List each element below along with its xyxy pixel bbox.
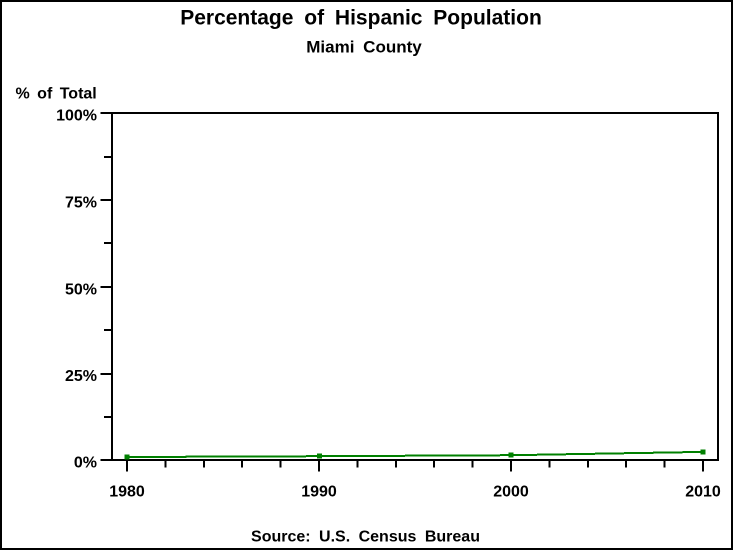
svg-text:2000: 2000 — [493, 484, 529, 501]
svg-text:1990: 1990 — [301, 484, 337, 501]
svg-text:75%: 75% — [65, 195, 97, 212]
svg-text:100%: 100% — [56, 108, 97, 125]
svg-text:25%: 25% — [65, 368, 97, 385]
svg-text:% of Total: % of Total — [16, 85, 97, 102]
svg-text:1980: 1980 — [109, 484, 145, 501]
svg-text:50%: 50% — [65, 282, 97, 299]
svg-text:Percentage of Hispanic Populat: Percentage of Hispanic Population — [180, 7, 542, 30]
svg-text:Source: U.S. Census Bureau: Source: U.S. Census Bureau — [251, 529, 480, 546]
svg-text:0%: 0% — [74, 455, 97, 472]
svg-text:2010: 2010 — [685, 484, 721, 501]
svg-text:Miami County: Miami County — [306, 38, 422, 57]
